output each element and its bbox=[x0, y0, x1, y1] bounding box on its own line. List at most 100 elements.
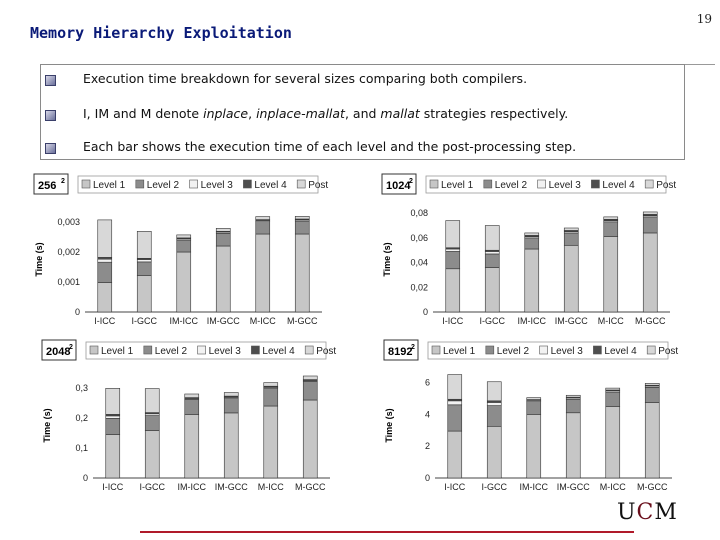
bar-segment bbox=[484, 253, 500, 268]
x-tick-label: M-ICC bbox=[258, 482, 284, 492]
chart-title-sup: 2 bbox=[69, 344, 73, 351]
legend-label: Post bbox=[656, 180, 676, 191]
legend-label: Level 3 bbox=[201, 180, 234, 191]
bar-segment bbox=[105, 387, 121, 415]
legend-swatch bbox=[143, 345, 153, 355]
legend-label: Level 4 bbox=[602, 180, 635, 191]
y-tick-label: 4 bbox=[425, 409, 430, 419]
page-number: 19 bbox=[696, 12, 712, 26]
x-tick-label: IM-GCC bbox=[215, 482, 248, 492]
legend-swatch bbox=[251, 345, 260, 355]
bar-segment bbox=[136, 275, 152, 313]
legend-label: Level 4 bbox=[604, 346, 637, 357]
y-axis-label: Time (s) bbox=[42, 408, 52, 442]
chart-legend: Level 1 Level 2 Level 3 Level 4 Post bbox=[427, 341, 678, 360]
bar-segment bbox=[447, 400, 463, 406]
y-axis-label: Time (s) bbox=[34, 242, 44, 276]
y-tick-label: 0,001 bbox=[57, 277, 80, 287]
bar-segment bbox=[136, 261, 152, 276]
bar-segment bbox=[644, 383, 660, 386]
bar-segment bbox=[565, 412, 581, 479]
bullet-text: Execution time breakdown for several siz… bbox=[83, 71, 528, 86]
x-tick-label: I-GCC bbox=[132, 316, 158, 326]
x-tick-label: M-GCC bbox=[635, 316, 666, 326]
x-tick-label: I-GCC bbox=[140, 482, 166, 492]
legend-label: Level 2 bbox=[497, 346, 530, 357]
y-axis-label: Time (s) bbox=[382, 242, 392, 276]
bar-segment bbox=[524, 248, 540, 313]
bar-segment bbox=[486, 405, 502, 427]
bar-segment bbox=[255, 221, 271, 235]
bar-segment bbox=[184, 393, 200, 398]
legend-label: Level 3 bbox=[209, 346, 242, 357]
legend-label: Level 3 bbox=[549, 180, 582, 191]
chart-title-sup: 2 bbox=[411, 344, 415, 351]
legend-swatch bbox=[304, 345, 314, 355]
legend-label: Post bbox=[316, 346, 336, 357]
bar-segment bbox=[263, 387, 279, 407]
bar-segment bbox=[184, 399, 200, 415]
legend-swatch bbox=[539, 345, 548, 355]
bar-segment bbox=[294, 220, 310, 235]
y-tick-label: 0,1 bbox=[75, 443, 88, 453]
ucm-logo: UCM bbox=[617, 500, 678, 525]
legend-label: Level 1 bbox=[101, 346, 134, 357]
legend-swatch bbox=[644, 179, 654, 189]
legend-label: Level 1 bbox=[441, 180, 474, 191]
legend-label: Level 1 bbox=[93, 180, 126, 191]
x-tick-label: I-GCC bbox=[480, 316, 506, 326]
legend-label: Level 1 bbox=[443, 346, 476, 357]
slide-title: Memory Hierarchy Exploitation bbox=[30, 24, 292, 42]
bar-segment bbox=[263, 405, 279, 479]
bar-segment bbox=[105, 415, 121, 419]
legend-swatch bbox=[431, 345, 441, 355]
bar-segment bbox=[445, 268, 461, 313]
x-tick-label: M-ICC bbox=[598, 316, 624, 326]
y-tick-label: 0 bbox=[75, 307, 80, 317]
legend-swatch bbox=[189, 179, 198, 189]
legend-label: Level 2 bbox=[147, 180, 180, 191]
bar-segment bbox=[603, 216, 619, 220]
bar-segment bbox=[484, 267, 500, 313]
x-tick-label: M-ICC bbox=[250, 316, 276, 326]
chart-8192: 8192 2 Level 1 Level 2 Level 3 Level 4 Post Tim… bbox=[380, 338, 680, 498]
y-axis-label: Time (s) bbox=[384, 408, 394, 442]
bar-segment bbox=[97, 258, 113, 263]
y-tick-label: 0,2 bbox=[75, 413, 88, 423]
chart-title-text: 8192 bbox=[388, 346, 412, 358]
chart-svg: 256 2 Level 1 Level 2 Level 3 Level 4 Post Time… bbox=[33, 173, 328, 326]
bar-segment bbox=[445, 248, 461, 252]
legend-swatch bbox=[89, 345, 99, 355]
legend-label: Level 4 bbox=[254, 180, 287, 191]
legend-swatch bbox=[483, 179, 493, 189]
x-tick-label: I-ICC bbox=[94, 316, 115, 326]
bar-segment bbox=[176, 251, 192, 313]
legend-swatch bbox=[135, 179, 145, 189]
bar-segment bbox=[524, 237, 540, 250]
bar-segment bbox=[176, 239, 192, 253]
y-tick-label: 0,003 bbox=[57, 217, 80, 227]
bar-segment bbox=[263, 382, 279, 387]
bar-segment bbox=[565, 398, 581, 414]
legend-swatch bbox=[646, 345, 656, 355]
legend-swatch bbox=[243, 179, 252, 189]
bar-segment bbox=[486, 425, 502, 479]
bar-segment bbox=[136, 230, 152, 259]
bar-segment bbox=[484, 251, 500, 255]
bar-segment bbox=[447, 430, 463, 479]
bar-segment bbox=[223, 397, 239, 414]
bar-segment bbox=[302, 399, 318, 479]
bullet-square-icon bbox=[45, 143, 56, 154]
bar-segment bbox=[486, 381, 502, 402]
bar-segment bbox=[642, 232, 658, 313]
chart-title-box bbox=[381, 173, 417, 195]
chart-256: 256 2 Level 1 Level 2 Level 3 Level 4 Post Time… bbox=[30, 172, 330, 332]
x-tick-label: I-ICC bbox=[102, 482, 123, 492]
bar-segment bbox=[144, 430, 160, 479]
bar-segment bbox=[97, 219, 113, 258]
legend-swatch bbox=[485, 345, 495, 355]
bar-segment bbox=[563, 227, 579, 231]
